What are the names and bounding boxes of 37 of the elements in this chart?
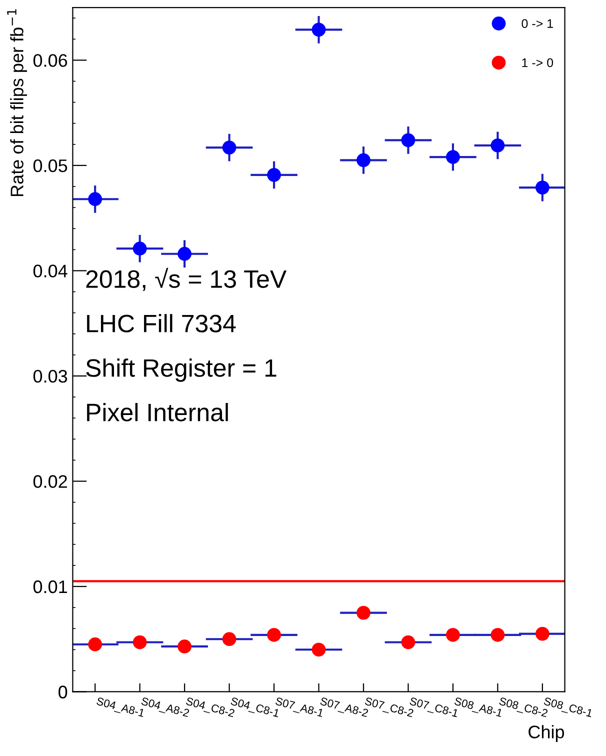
legend-label: 0 -> 1 [522,19,553,28]
point [178,246,192,261]
point [222,632,236,646]
point [88,192,102,206]
point [312,642,326,657]
point [446,628,460,642]
annotation: Pixel Internal [87,402,228,422]
y-axis-title: Rate of bit flips per fb$^{−1}$ [7,9,27,196]
y-tick-label: 0.01 [33,580,67,594]
point [222,140,236,154]
y-tick-label: 0.04 [33,264,68,278]
point [356,153,370,168]
point [267,168,281,182]
y-tick-label: 0.06 [33,54,68,67]
y-tick-label: 0 [58,686,68,698]
point [535,180,550,194]
point [178,640,192,654]
point [535,626,550,641]
point [446,150,460,164]
annotation: 2018, √s = 13 TeV [86,268,287,291]
point [356,606,370,620]
y-tick-label: 0.05 [33,159,68,172]
point [88,637,102,652]
y-tick-label: 0.03 [33,370,68,383]
point [401,133,416,148]
point [132,242,147,256]
point [267,628,281,642]
point [312,22,326,37]
point [401,635,416,650]
x-axis-title: Chip [528,725,564,742]
point [490,138,505,152]
legend-label: 1 -> 0 [522,58,554,68]
annotation: LHC Fill 7334 [87,314,236,332]
y-tick-label: 0.02 [33,475,67,488]
point [132,635,147,650]
annotation: Shift Register = 1 [86,358,276,382]
point [490,628,505,642]
